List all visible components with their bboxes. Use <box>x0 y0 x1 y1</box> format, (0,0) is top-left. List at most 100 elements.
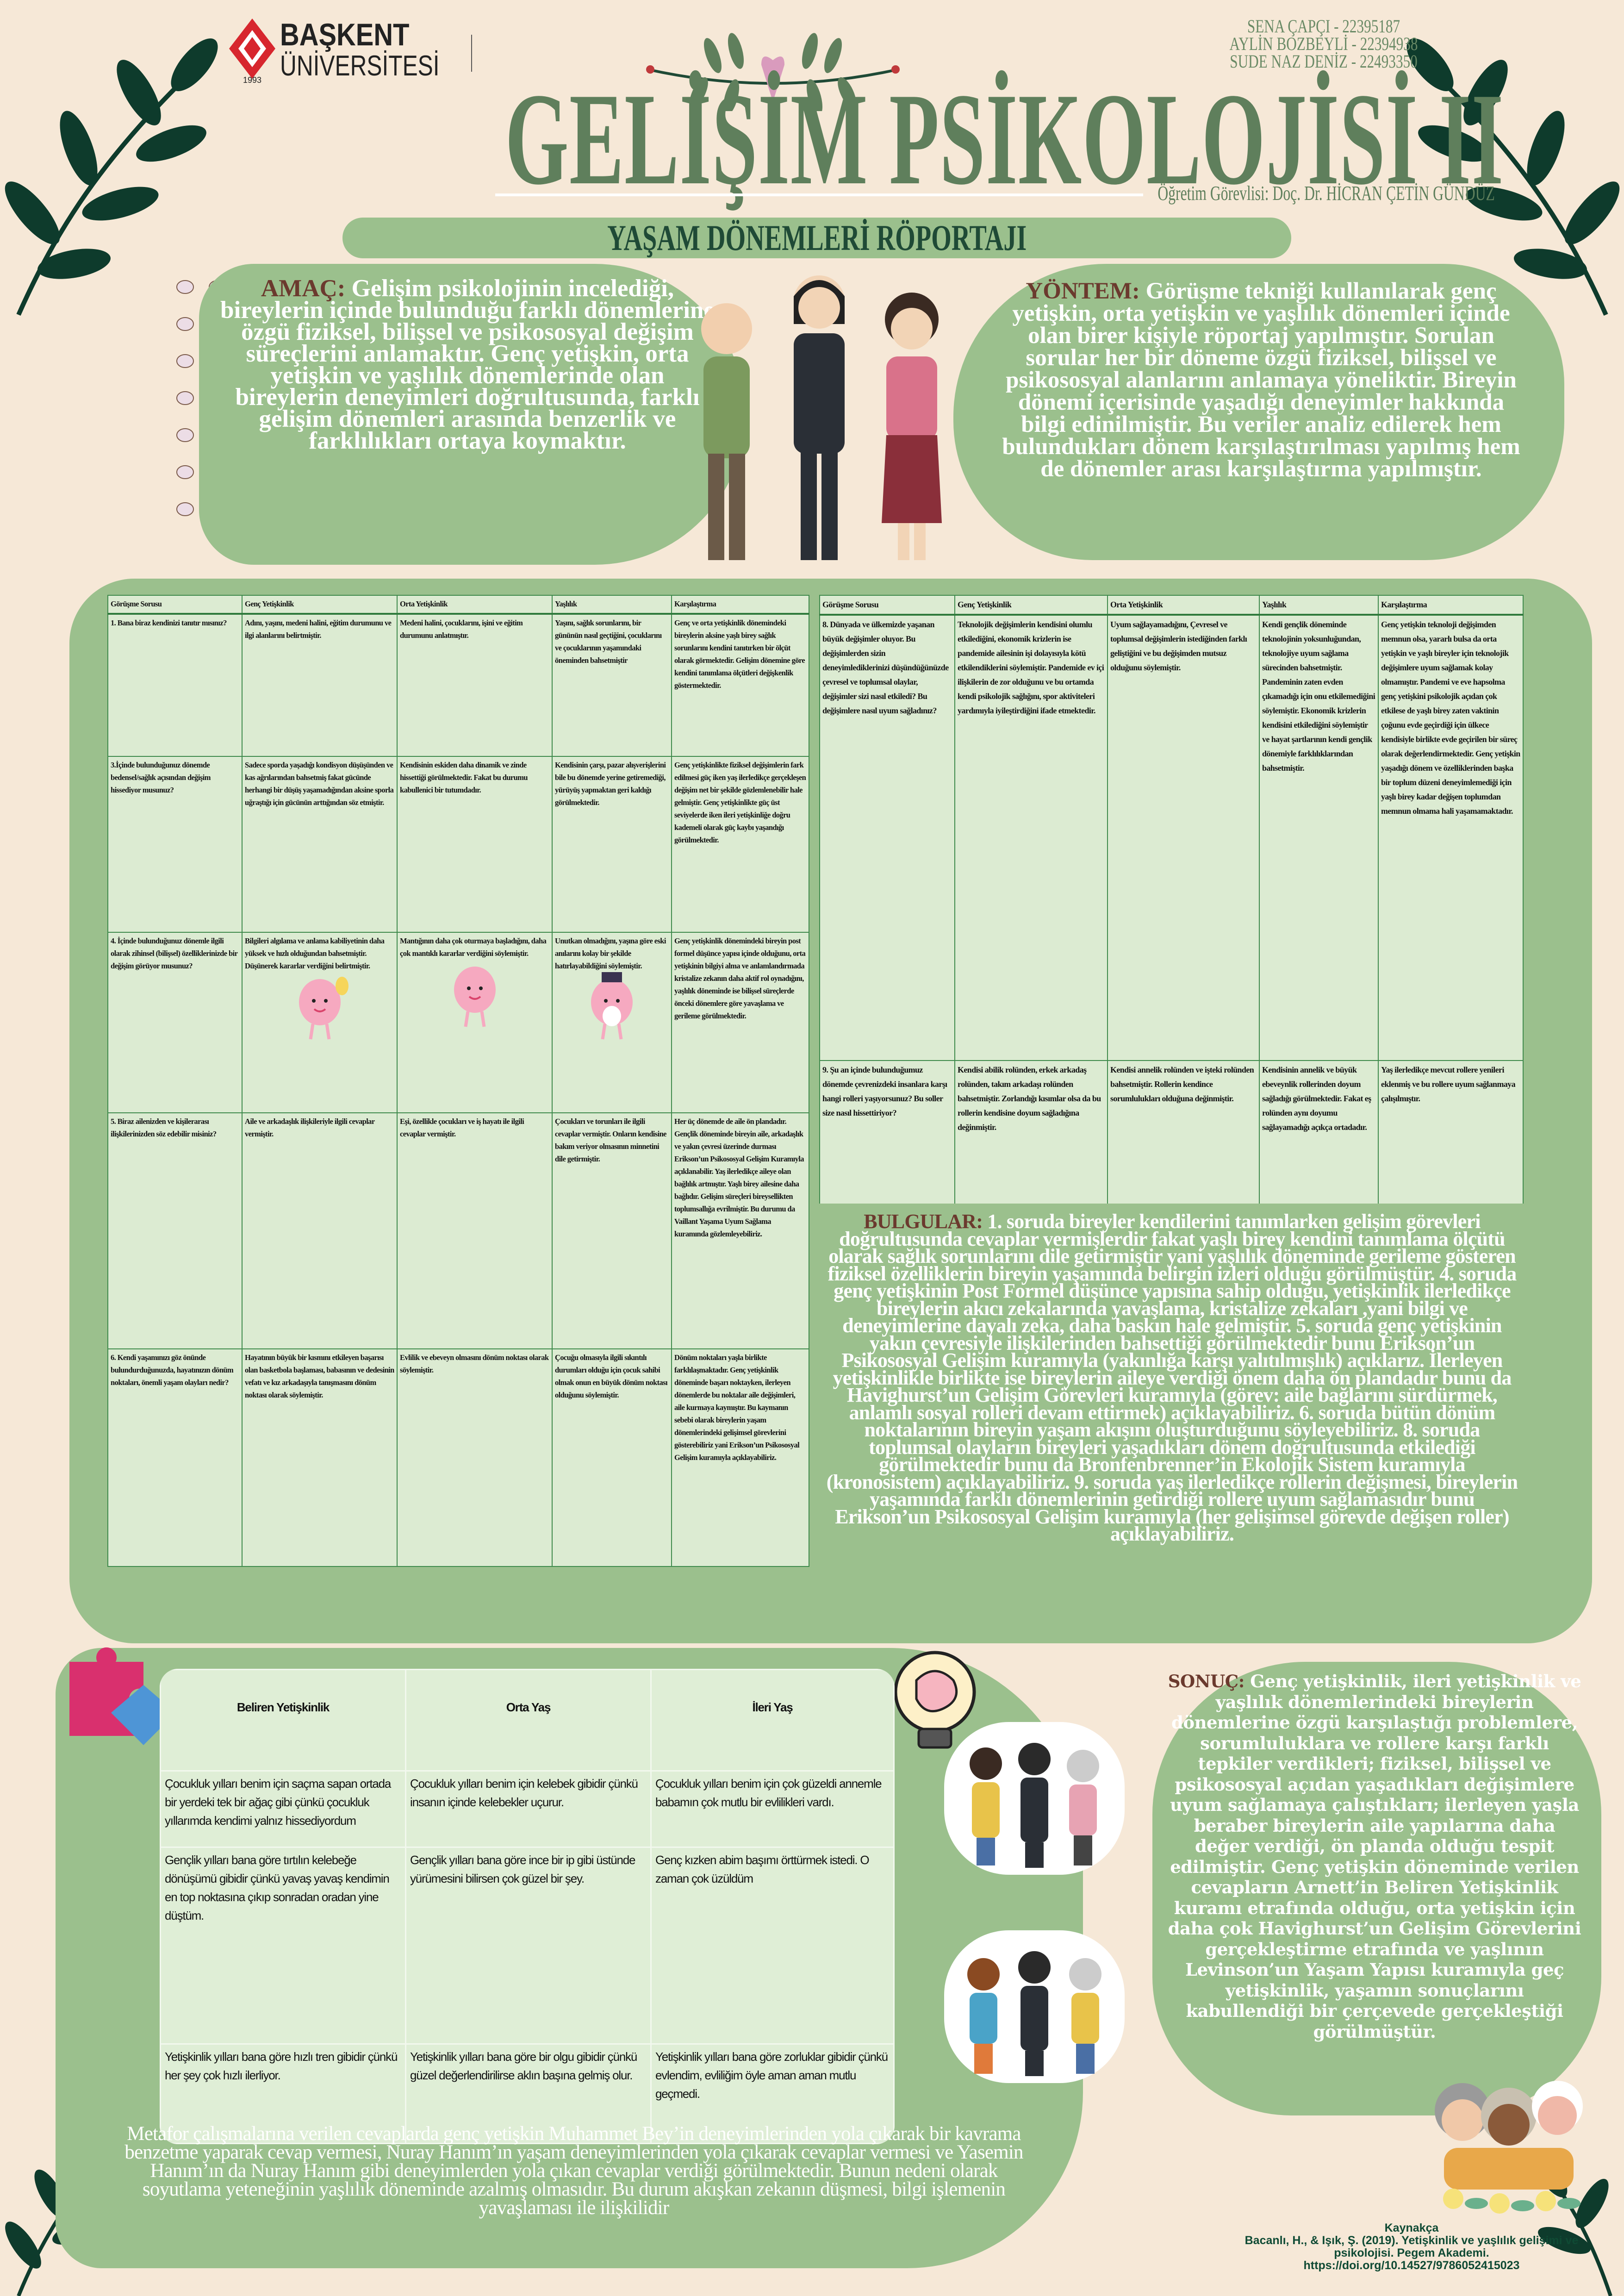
reference-line: Bacanlı, H., & Işık, Ş. (2019). Yetişkin… <box>1244 2234 1579 2247</box>
yontem-panel <box>953 264 1564 560</box>
table-cell: Evlilik ve ebeveyn olmasını dönüm noktas… <box>397 1348 553 1567</box>
leaf-branch-top-left-icon <box>5 38 218 316</box>
table-cell: Kendisi annelik rolünden ve işteki rolün… <box>1107 1060 1260 1216</box>
university-logo: 1993 BAŞKENT ÜNİVERSİTESİ <box>227 16 477 86</box>
table-row: Gençlik yılları bana göre tırtılın keleb… <box>160 1847 895 2045</box>
instructor-line: Öğretim Görevlisi: Doç. Dr. HİCRAN ÇETİN… <box>995 181 1495 205</box>
table-cell: Çocukluk yılları benim için saçma sapan … <box>160 1770 406 1848</box>
references: Kaynakça Bacanlı, H., & Işık, Ş. (2019).… <box>1213 2222 1611 2272</box>
column-header: Yaşlılık <box>1259 595 1379 616</box>
table-row: 8. Dünyada ve ülkemizde yaşanan büyük de… <box>819 614 1524 1061</box>
table-cell: Genç yetişkinlikte fiziksel değişimlerin… <box>671 756 809 933</box>
interview-table-left: Görüşme Sorusu Genç Yetişkinlik Orta Yetiş… <box>107 595 809 1567</box>
brain-lightbulb-character-icon <box>245 972 394 1045</box>
table-row: 4. İçinde bulunduğunuz dönemle ilgili ol… <box>107 932 809 1113</box>
table-cell: Kendisinin annelik ve büyük ebeveynlik r… <box>1259 1060 1379 1216</box>
column-header: Yaşlılık <box>552 595 672 615</box>
column-header: Beliren Yetişkinlik <box>160 1669 406 1772</box>
table-cell: Yetişkinlik yılları bana göre hızlı tren… <box>160 2043 406 2144</box>
bulgular-panel <box>810 1204 1592 1643</box>
table-cell: Gençlik yılları bana göre ince bir ip gi… <box>405 1847 652 2045</box>
table-cell: Çocukluk yılları benim için kelebek gibi… <box>405 1770 652 1848</box>
table-cell: Dönüm noktaları yaşla birlikte farklılaş… <box>671 1348 809 1567</box>
heart-garland-icon <box>646 33 900 111</box>
yontem-text: YÖNTEM: Görüşme tekniği kullanılarak gen… <box>995 278 1527 482</box>
bulgular-label: BULGULAR: <box>864 1210 983 1233</box>
table-cell: 8. Dünyada ve ülkemizde yaşanan büyük de… <box>819 614 955 1061</box>
logo-name-line2: ÜNİVERSİTESİ <box>280 50 440 82</box>
table-row: 3.İçinde bulunduğunuz dönemde bedensel/s… <box>107 756 809 933</box>
table-cell: 6. Kendi yaşamınızı göz önünde bulundurd… <box>107 1348 243 1567</box>
table-cell: Yetişkinlik yılları bana göre bir olgu g… <box>405 2043 652 2144</box>
table-cell: 4. İçinde bulunduğunuz dönemle ilgili ol… <box>107 932 243 1113</box>
logo-divider <box>471 35 472 72</box>
amac-body: Gelişim psikolojinin incelediği, bireyle… <box>220 275 715 454</box>
reference-doi-link[interactable]: https://doi.org/10.14527/9786052415023 <box>1303 2259 1520 2272</box>
bulgular-text: BULGULAR: 1. soruda bireyler kendilerini… <box>821 1210 1523 1545</box>
column-header: Görüşme Sorusu <box>107 595 243 615</box>
table-cell: Teknolojik değişimlerin kendisini olumlu… <box>954 614 1108 1061</box>
table-cell: Mantığının daha çok oturmaya başladığını… <box>397 932 553 1113</box>
table-header-row: Görüşme Sorusu Genç Yetişkinlik Orta Yetiş… <box>819 595 1524 616</box>
column-header: İleri Yaş <box>650 1669 895 1772</box>
table-cell: Genç kızken abim başımı örttürmek istedi… <box>650 1847 895 2045</box>
table-cell: Genç ve orta yetişkinlik dönemindeki bir… <box>671 613 809 757</box>
table-header-row: Beliren Yetişkinlik Orta Yaş İleri Yaş <box>160 1669 895 1772</box>
table-cell: Çocuğu olmasıyla ilgili sıkıntılı duruml… <box>552 1348 672 1567</box>
student-list: SENA ÇAPÇI - 22395187 AYLİN BOZBEYLİ - 2… <box>1148 17 1500 72</box>
table-cell: Yaş ilerledikçe mevcut rollere yenileri … <box>1378 1060 1524 1216</box>
sonuc-panel <box>1152 1662 1601 2115</box>
family-illustration-1 <box>944 1722 1125 1875</box>
table-cell: Her üç dönemde de aile ön plandadır. Gen… <box>671 1112 809 1349</box>
brain-smiling-character-icon <box>400 960 549 1033</box>
table-cell: Kendi gençlik döneminde teknolojinin yok… <box>1259 614 1379 1061</box>
table-cell: Çocukluk yılları benim için çok güzeldi … <box>650 1770 895 1848</box>
table-cell: 9. Şu an içinde bulunduğumuz dönemde çev… <box>819 1060 955 1216</box>
table-cell: Uyum sağlayamadığını, Çevresel ve toplum… <box>1107 614 1260 1061</box>
table-cell: Kendisinin çarşı, pazar alışverişlerini … <box>552 756 672 933</box>
page-title: GELİŞİM PSİKOLOJİSİ II <box>505 66 1504 212</box>
yontem-label: YÖNTEM: <box>1026 278 1140 304</box>
elderly-man-figure <box>701 303 752 560</box>
section-banner: YAŞAM DÖNEMLERİ RÖPORTAJI <box>342 218 1291 258</box>
logo-emblem-icon <box>229 19 275 79</box>
table-cell: Aile ve arkadaşlık ilişkileriyle ilgili … <box>242 1112 398 1349</box>
amac-label: AMAÇ: <box>261 275 346 302</box>
column-header: Orta Yaş <box>405 1669 652 1772</box>
sonuc-body: Genç yetişkinlik, ileri yetişkinlik ve y… <box>1168 1671 1581 2042</box>
table-cell: Genç yetişkinlik dönemindeki bireyin pos… <box>671 932 809 1113</box>
three-generations-illustration <box>701 275 942 560</box>
table-cell: Kendisinin eskiden daha dinamik ve zinde… <box>397 756 553 933</box>
column-header: Orta Yetişkinlik <box>397 595 553 615</box>
table-cell: Unutkan olmadığını, yaşına göre eski anı… <box>552 932 672 1113</box>
table-cell: Genç yetişkin teknoloji değişimden memnu… <box>1378 614 1524 1061</box>
table-cell: Çocukları ve torunları ile ilgili cevapl… <box>552 1112 672 1349</box>
table-cell: Yaşını, sağlık sorunlarını, bir gününün … <box>552 613 672 757</box>
column-header: Görüşme Sorusu <box>819 595 955 616</box>
table-row: Yetişkinlik yılları bana göre hızlı tren… <box>160 2043 895 2144</box>
column-header: Karşılaştırma <box>671 595 809 615</box>
column-header: Genç Yetişkinlik <box>242 595 398 615</box>
yontem-body: Görüşme tekniği kullanılarak genç yetişk… <box>1002 278 1520 482</box>
sonuc-text: SONUÇ: Genç yetişkinlik, ileri yetişkinl… <box>1166 1671 1583 2042</box>
table-row: 1. Bana biraz kendinizi tanıtır mısınız?… <box>107 613 809 757</box>
sonuc-label: SONUÇ: <box>1168 1671 1245 1691</box>
student-name: SUDE NAZ DENİZ - 22493350 <box>1230 51 1418 72</box>
table-cell: Gençlik yılları bana göre tırtılın keleb… <box>160 1847 406 2045</box>
metaphor-table: Beliren Yetişkinlik Orta Yaş İleri Yaş Çocu… <box>160 1669 895 2144</box>
table-header-row: Görüşme Sorusu Genç Yetişkinlik Orta Yetiş… <box>107 595 809 615</box>
logo-name-line1: BAŞKENT <box>280 17 410 52</box>
young-woman-figure <box>794 275 845 560</box>
banner-title: YAŞAM DÖNEMLERİ RÖPORTAJI <box>607 218 1027 258</box>
bulgular-body: 1. soruda bireyler kendilerini tanımlark… <box>826 1210 1518 1545</box>
column-header: Genç Yetişkinlik <box>954 595 1108 616</box>
table-cell: Eşi, özellikle çocukları ve iş hayatı il… <box>397 1112 553 1349</box>
middle-aged-woman-figure <box>882 293 942 560</box>
table-cell: 1. Bana biraz kendinizi tanıtır mısınız? <box>107 613 243 757</box>
brain-lightbulb-icon <box>894 1651 976 1749</box>
reference-line: psikolojisi. Pegem Akademi. <box>1334 2246 1489 2259</box>
amac-panel <box>199 264 745 565</box>
leaf-branch-top-right-icon <box>1406 38 1620 316</box>
brain-elderly-character-icon <box>555 972 669 1045</box>
references-heading: Kaynakça <box>1384 2221 1439 2234</box>
